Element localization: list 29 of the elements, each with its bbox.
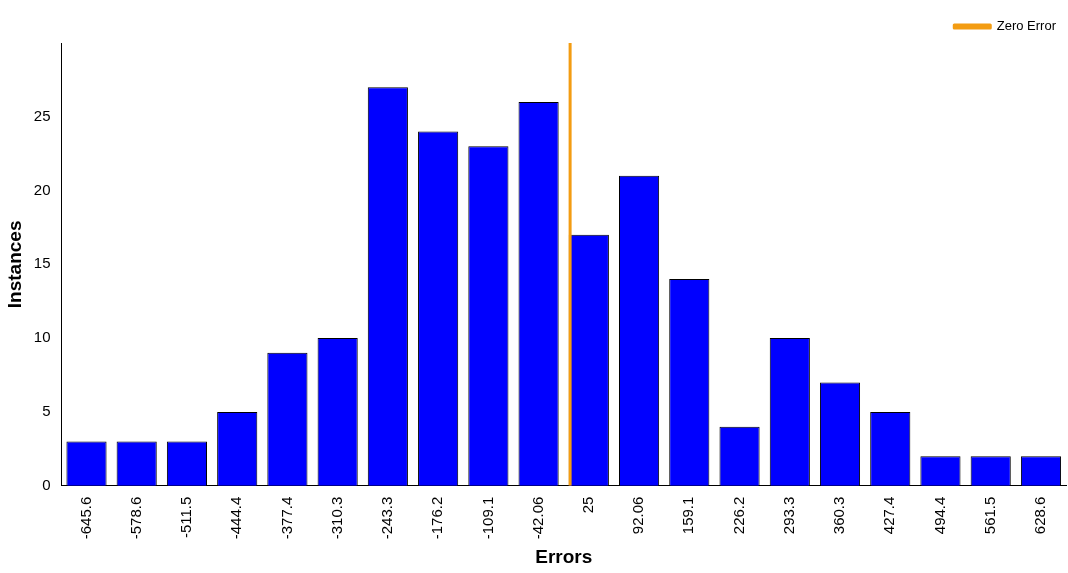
y-tick-label: 20 [33, 180, 51, 198]
x-tick-label: -578.6 [126, 496, 144, 540]
x-tick-label: -444.4 [227, 496, 245, 540]
y-tick-label: 25 [33, 106, 51, 124]
y-tick-label: 5 [42, 402, 51, 420]
x-tick-label: 25 [578, 496, 596, 514]
x-tick-label: 360.3 [830, 496, 848, 535]
y-axis-title: Instances [3, 220, 25, 309]
legend-label: Zero Error [996, 18, 1057, 34]
y-tick-label: 10 [33, 328, 51, 346]
x-tick-label: -511.5 [177, 496, 195, 539]
x-tick-label: -377.4 [277, 496, 295, 540]
x-tick-label: -243.3 [378, 496, 395, 540]
y-tick-label: 0 [42, 475, 51, 493]
x-tick-label: 494.4 [930, 496, 948, 535]
y-tick-label: 15 [33, 254, 51, 272]
x-tick-label: 628.6 [1031, 496, 1049, 535]
x-tick-label: 427.4 [880, 496, 898, 535]
x-tick-label: 561.5 [980, 496, 998, 535]
x-tick-label: -109.1 [478, 496, 496, 540]
x-tick-label: -42.06 [528, 496, 546, 540]
x-tick-label: 92.06 [629, 496, 647, 535]
x-axis-title: Errors [535, 545, 593, 567]
x-tick-label: -176.2 [428, 496, 446, 540]
x-tick-label: 226.2 [729, 496, 747, 535]
x-tick-label: -310.3 [327, 496, 345, 540]
x-tick-label: -645.6 [76, 496, 94, 540]
x-tick-label: 159.1 [679, 496, 697, 535]
x-tick-label: 293.3 [779, 496, 797, 535]
